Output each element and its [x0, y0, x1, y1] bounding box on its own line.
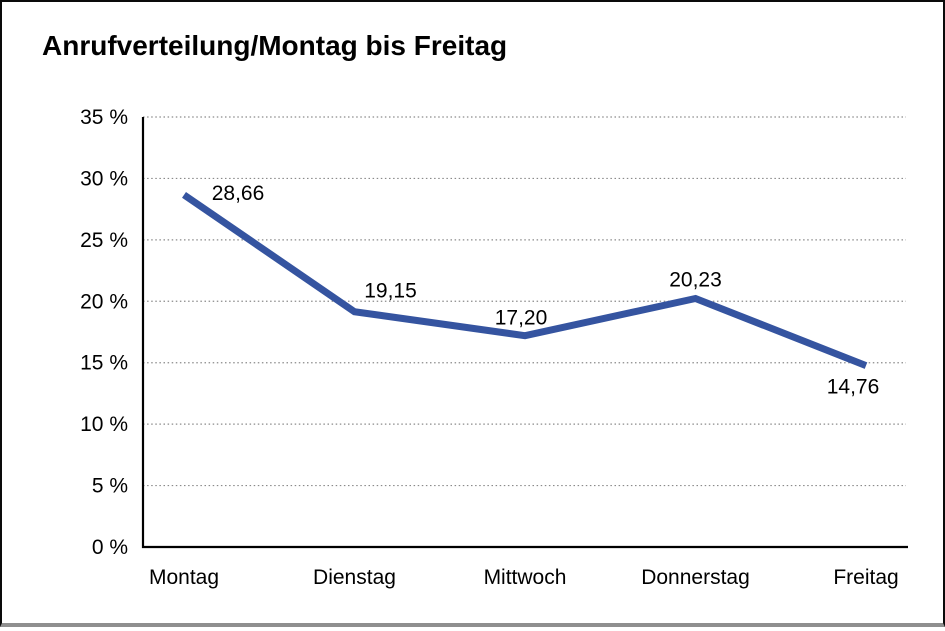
axis-lines	[141, 117, 908, 549]
y-axis-tick-label: 20 %	[80, 290, 128, 313]
y-axis-tick-label: 15 %	[80, 352, 128, 375]
x-axis-category-label: Mittwoch	[484, 566, 567, 589]
data-point-label: 14,76	[827, 376, 880, 399]
data-point-label: 20,23	[669, 268, 722, 291]
data-point-label: 28,66	[212, 182, 265, 205]
x-axis-category-label: Dienstag	[313, 566, 396, 589]
y-axis-tick-label: 25 %	[80, 229, 128, 252]
data-point-label: 17,20	[495, 307, 548, 330]
y-axis-tick-label: 35 %	[80, 106, 128, 129]
line-chart: 0 % 5 % 10 % 15 % 20 % 25 % 30 % 35 % 28,66 19,15…	[80, 106, 908, 589]
y-axis-tick-label: 0 %	[92, 536, 128, 559]
x-axis-category-label: Montag	[149, 566, 219, 589]
y-axis-tick-label: 10 %	[80, 413, 128, 436]
y-axis-tick-label: 5 %	[92, 475, 128, 498]
y-axis-tick-label: 30 %	[80, 167, 128, 190]
chart-title: Anrufverteilung/Montag bis Freitag	[42, 30, 508, 61]
x-axis-category-label: Freitag	[833, 566, 898, 589]
series-line	[182, 192, 868, 369]
data-point-label: 19,15	[364, 280, 417, 303]
x-axis-category-label: Donnerstag	[641, 566, 750, 589]
